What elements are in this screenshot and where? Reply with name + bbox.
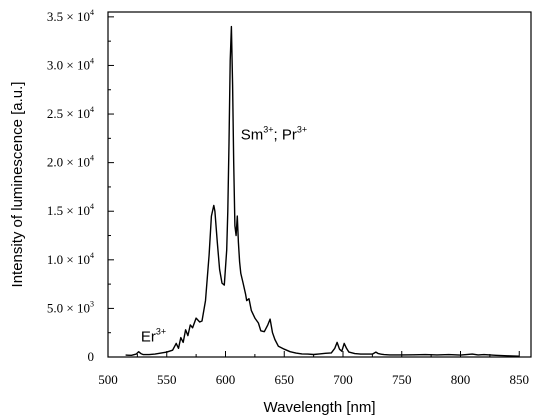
y-tick-label: 3.5 × 104	[47, 8, 94, 24]
x-axis-title: Wavelength [nm]	[264, 399, 376, 416]
y-axis-title: Intensity of luminescence [a.u.]	[9, 82, 26, 288]
series-line-luminescence	[125, 25, 520, 357]
ion-annotation: Sm3+; Pr3+	[241, 124, 307, 143]
x-tick-label: 850	[510, 372, 530, 387]
y-tick-label: 2.0 × 104	[47, 154, 94, 170]
y-tick-label: 5.0 × 103	[47, 299, 94, 315]
x-tick-label: 700	[333, 372, 353, 387]
ion-annotation: Er3+	[141, 326, 166, 345]
y-tick-label: 2.5 × 104	[47, 105, 94, 121]
x-tick-label: 500	[98, 372, 118, 387]
x-tick-label: 600	[216, 372, 236, 387]
annotations-layer: Er3+ Sm3+; Pr3+	[141, 124, 307, 345]
x-tick-label: 750	[392, 372, 412, 387]
plot-frame	[107, 11, 532, 358]
labels-layer: 500 550 600 650 700 750 800 850 0 5.0 × 103 1.0 × …	[47, 8, 529, 387]
x-tick-label: 550	[157, 372, 177, 387]
x-tick-label: 800	[451, 372, 471, 387]
y-tick-label: 3.0 × 104	[47, 56, 94, 72]
y-tick-label: 1.0 × 104	[47, 251, 94, 267]
y-tick-label: 0	[88, 349, 95, 364]
x-tick-label: 650	[275, 372, 295, 387]
ticks-layer	[107, 16, 520, 358]
y-tick-label: 1.5 × 104	[47, 202, 94, 218]
